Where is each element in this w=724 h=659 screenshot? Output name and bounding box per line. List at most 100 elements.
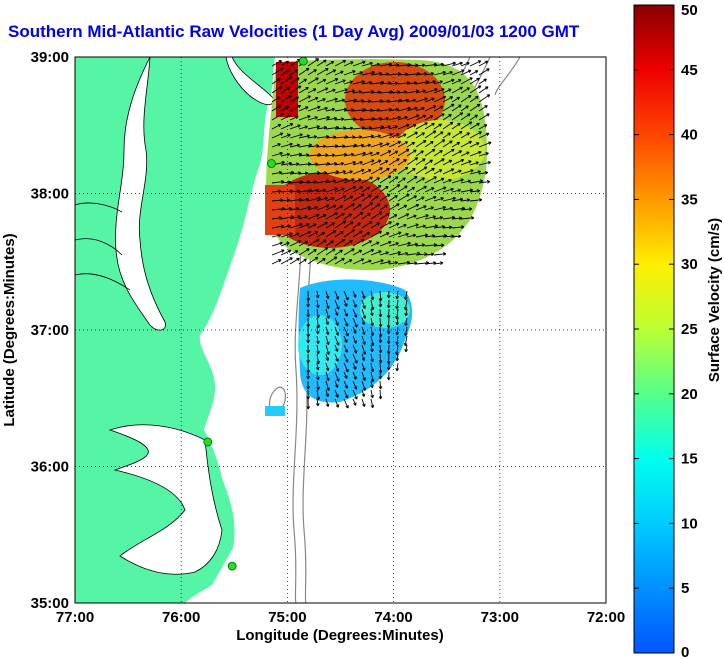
velocity-arrow	[334, 308, 339, 316]
velocity-arrow	[361, 159, 375, 166]
velocity-arrow	[379, 116, 390, 121]
velocity-arrow	[289, 104, 302, 112]
velocity-arrow	[370, 134, 382, 139]
velocity-arrow	[370, 142, 383, 148]
colorbar-tick-label: 40	[681, 127, 698, 144]
velocity-arrow	[433, 225, 446, 229]
velocity-arrow	[271, 259, 282, 265]
velocity-arrow	[325, 196, 335, 202]
velocity-arrow	[433, 95, 447, 103]
station-marker	[298, 56, 308, 66]
velocity-arrow	[307, 77, 319, 85]
velocity-arrow	[361, 151, 373, 157]
velocity-arrow	[316, 239, 327, 247]
velocity-arrow	[334, 195, 347, 202]
velocity-arrow	[306, 353, 311, 364]
velocity-arrow	[388, 250, 401, 256]
velocity-arrow	[315, 290, 320, 299]
velocity-arrow	[442, 178, 452, 184]
velocity-arrow	[478, 171, 489, 175]
velocity-arrow	[271, 143, 281, 148]
velocity-arrow	[397, 241, 411, 247]
velocity-arrow	[289, 206, 300, 211]
velocity-arrow	[352, 230, 363, 238]
velocity-arrow	[343, 185, 357, 193]
velocity-arrow	[316, 335, 320, 345]
velocity-arrow	[271, 67, 284, 76]
velocity-arrow	[334, 205, 344, 211]
velocity-arrow	[460, 207, 473, 211]
velocity-arrow	[451, 130, 463, 139]
velocity-arrow	[316, 317, 321, 329]
velocity-arrow	[460, 77, 473, 85]
velocity-arrow	[289, 215, 301, 220]
velocity-arrow	[361, 80, 373, 85]
velocity-arrow	[325, 69, 337, 76]
colorbar-tick-label: 20	[681, 386, 698, 403]
velocity-arrow	[325, 88, 336, 94]
velocity-arrow	[478, 105, 488, 112]
velocity-arrow	[298, 171, 309, 176]
velocity-arrow	[433, 243, 445, 248]
velocity-arrow	[442, 114, 452, 121]
velocity-arrow	[478, 152, 489, 157]
velocity-arrow	[460, 105, 469, 112]
velocity-arrow	[370, 317, 374, 327]
velocity-arrow	[289, 240, 302, 247]
velocity-arrow	[388, 125, 398, 130]
velocity-arrow	[298, 134, 311, 139]
velocity-arrow	[451, 234, 462, 239]
velocity-arrow	[397, 159, 407, 166]
velocity-arrow	[325, 179, 337, 184]
velocity-arrow	[306, 344, 310, 354]
velocity-arrow	[406, 124, 417, 130]
velocity-arrow	[325, 344, 330, 355]
velocity-arrow	[370, 250, 382, 256]
velocity-arrow	[343, 195, 354, 202]
velocity-arrow	[424, 176, 437, 184]
x-tick-labels: 77:00 76:00 75:00 74:00 73:00 72:00	[56, 609, 625, 626]
velocity-arrow	[325, 389, 330, 398]
velocity-arrow	[388, 63, 400, 67]
velocity-arrow	[289, 232, 300, 238]
y-tick-label: 39:00	[31, 49, 69, 66]
velocity-arrow	[388, 81, 399, 86]
velocity-arrow	[442, 78, 455, 85]
velocity-arrow	[370, 167, 383, 175]
velocity-arrow	[316, 204, 330, 211]
velocity-arrow	[433, 123, 442, 130]
velocity-arrow	[379, 125, 391, 130]
velocity-arrow	[352, 99, 365, 103]
velocity-arrow	[460, 188, 474, 193]
velocity-arrow	[352, 71, 363, 76]
velocity-arrow	[370, 108, 381, 113]
velocity-arrow	[397, 90, 408, 94]
colorbar-tick-label: 35	[681, 191, 698, 208]
velocity-arrow	[316, 214, 327, 220]
velocity-arrow	[307, 196, 321, 202]
velocity-arrow	[361, 61, 373, 67]
velocity-arrow	[343, 69, 356, 76]
velocity-arrow	[469, 142, 480, 148]
velocity-arrow	[370, 290, 375, 301]
velocity-arrow	[343, 317, 349, 327]
velocity-arrow	[424, 187, 435, 193]
x-tick-label: 72:00	[587, 609, 625, 626]
velocity-arrow	[433, 70, 446, 76]
station-marker	[203, 437, 213, 447]
velocity-arrow	[424, 105, 437, 112]
velocity-arrow	[469, 95, 479, 103]
velocity-arrow	[395, 299, 399, 310]
velocity-arrow	[325, 290, 330, 299]
velocity-arrow	[280, 133, 291, 139]
velocity-arrow	[316, 67, 329, 76]
velocity-arrow	[451, 141, 461, 148]
x-tick-label: 73:00	[481, 609, 519, 626]
velocity-arrow	[325, 212, 338, 220]
velocity-arrow	[343, 380, 348, 389]
velocity-arrow	[442, 225, 453, 230]
velocity-arrow	[370, 62, 381, 67]
velocity-arrow	[289, 96, 300, 103]
velocity-arrow	[424, 115, 434, 121]
x-tick-label: 75:00	[268, 609, 306, 626]
